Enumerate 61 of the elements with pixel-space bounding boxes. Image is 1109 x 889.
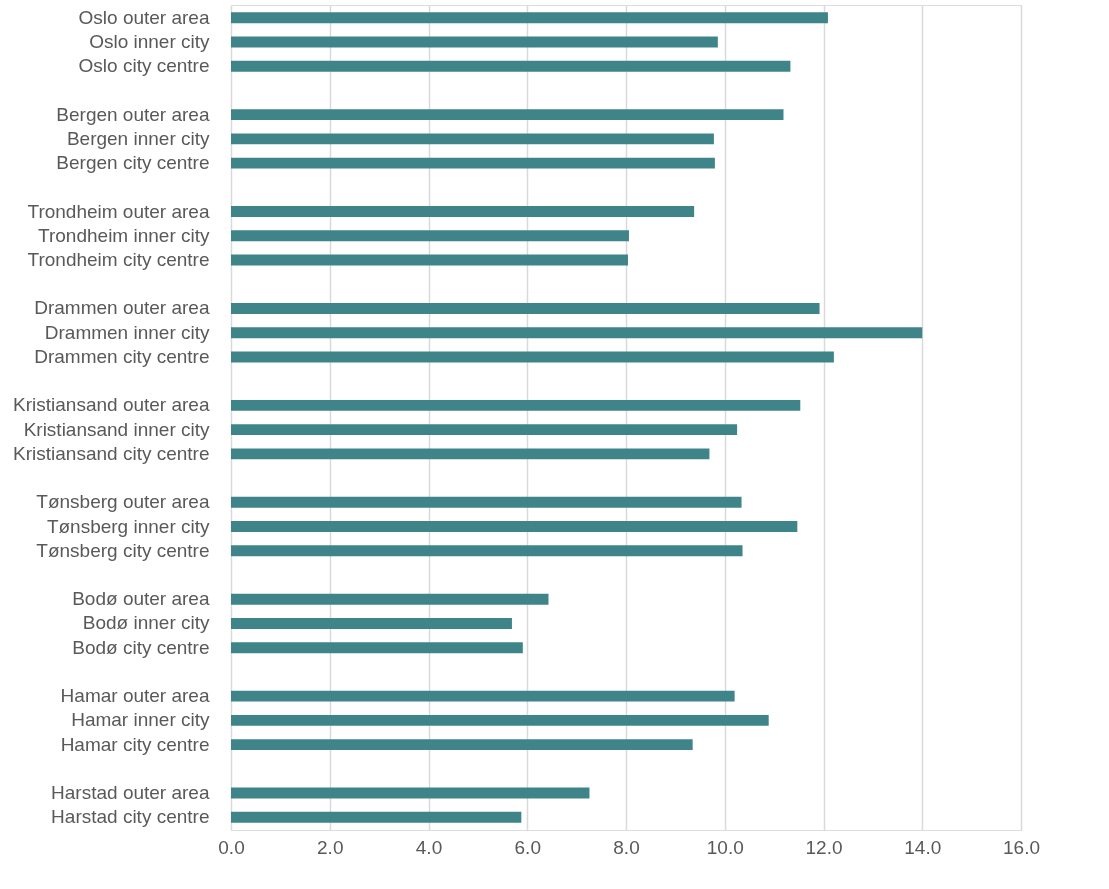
bar [231, 714, 769, 726]
bar [231, 521, 798, 532]
bar [231, 739, 693, 751]
bar [231, 593, 549, 605]
bar [231, 690, 735, 702]
y-tick-label: Kristiansand inner city [23, 418, 210, 440]
y-tick-label: Bergen city centre [56, 152, 210, 174]
bar [231, 36, 718, 48]
y-tick-label: Oslo city centre [78, 55, 210, 77]
y-tick-label: Oslo outer area [78, 6, 210, 28]
y-tick-label: Harstad city centre [51, 806, 210, 828]
bar [231, 496, 742, 508]
bar [231, 157, 715, 169]
y-tick-label: Bodø city centre [72, 636, 210, 658]
y-tick-label: Drammen outer area [34, 297, 210, 319]
y-tick-label: Drammen inner city [44, 321, 210, 343]
y-tick-label: Trondheim city centre [27, 249, 210, 271]
x-tick-label: 16.0 [1003, 836, 1040, 858]
bar [231, 230, 629, 242]
bar [231, 109, 784, 121]
bar [231, 327, 923, 339]
x-tick-label: 4.0 [415, 836, 443, 858]
bar [231, 448, 710, 460]
y-tick-label: Kristiansand outer area [13, 394, 210, 416]
x-tick-label: 0.0 [218, 836, 245, 858]
y-tick-label: Harstad outer area [51, 782, 210, 804]
bar [231, 206, 695, 217]
y-tick-label: Trondheim outer area [27, 200, 210, 222]
bar [231, 811, 522, 823]
bar [231, 618, 512, 629]
y-tick-label: Trondheim inner city [38, 224, 210, 246]
bar [231, 12, 828, 24]
y-tick-label: Kristiansand city centre [13, 442, 210, 464]
y-tick-label: Hamar inner city [71, 709, 210, 731]
bar [231, 787, 590, 799]
y-tick-label: Tønsberg outer area [36, 491, 210, 513]
y-tick-label: Bergen outer area [56, 103, 210, 125]
bar [231, 545, 743, 557]
bar [231, 254, 628, 266]
y-tick-label: Tønsberg city centre [36, 539, 210, 561]
bar [231, 133, 714, 145]
y-tick-label: Bergen inner city [66, 127, 210, 149]
y-tick-label: Bodø outer area [72, 588, 210, 610]
bar [231, 303, 820, 314]
y-tick-label: Oslo inner city [89, 30, 210, 52]
y-tick-label: Bodø inner city [82, 612, 210, 634]
bar [231, 399, 801, 411]
bar [231, 351, 834, 363]
bar [231, 60, 791, 72]
y-tick-label: Tønsberg inner city [46, 515, 210, 537]
x-tick-label: 2.0 [317, 836, 344, 858]
x-tick-label: 6.0 [514, 836, 541, 858]
y-tick-label: Hamar city centre [60, 733, 210, 755]
bar [231, 424, 738, 436]
x-tick-label: 8.0 [613, 836, 640, 858]
x-tick-label: 14.0 [904, 836, 942, 858]
y-tick-label: Drammen city centre [34, 345, 210, 367]
x-tick-label: 12.0 [805, 836, 843, 858]
y-tick-label: Hamar outer area [60, 685, 210, 707]
x-tick-label: 10.0 [706, 836, 744, 858]
bar [231, 642, 523, 654]
